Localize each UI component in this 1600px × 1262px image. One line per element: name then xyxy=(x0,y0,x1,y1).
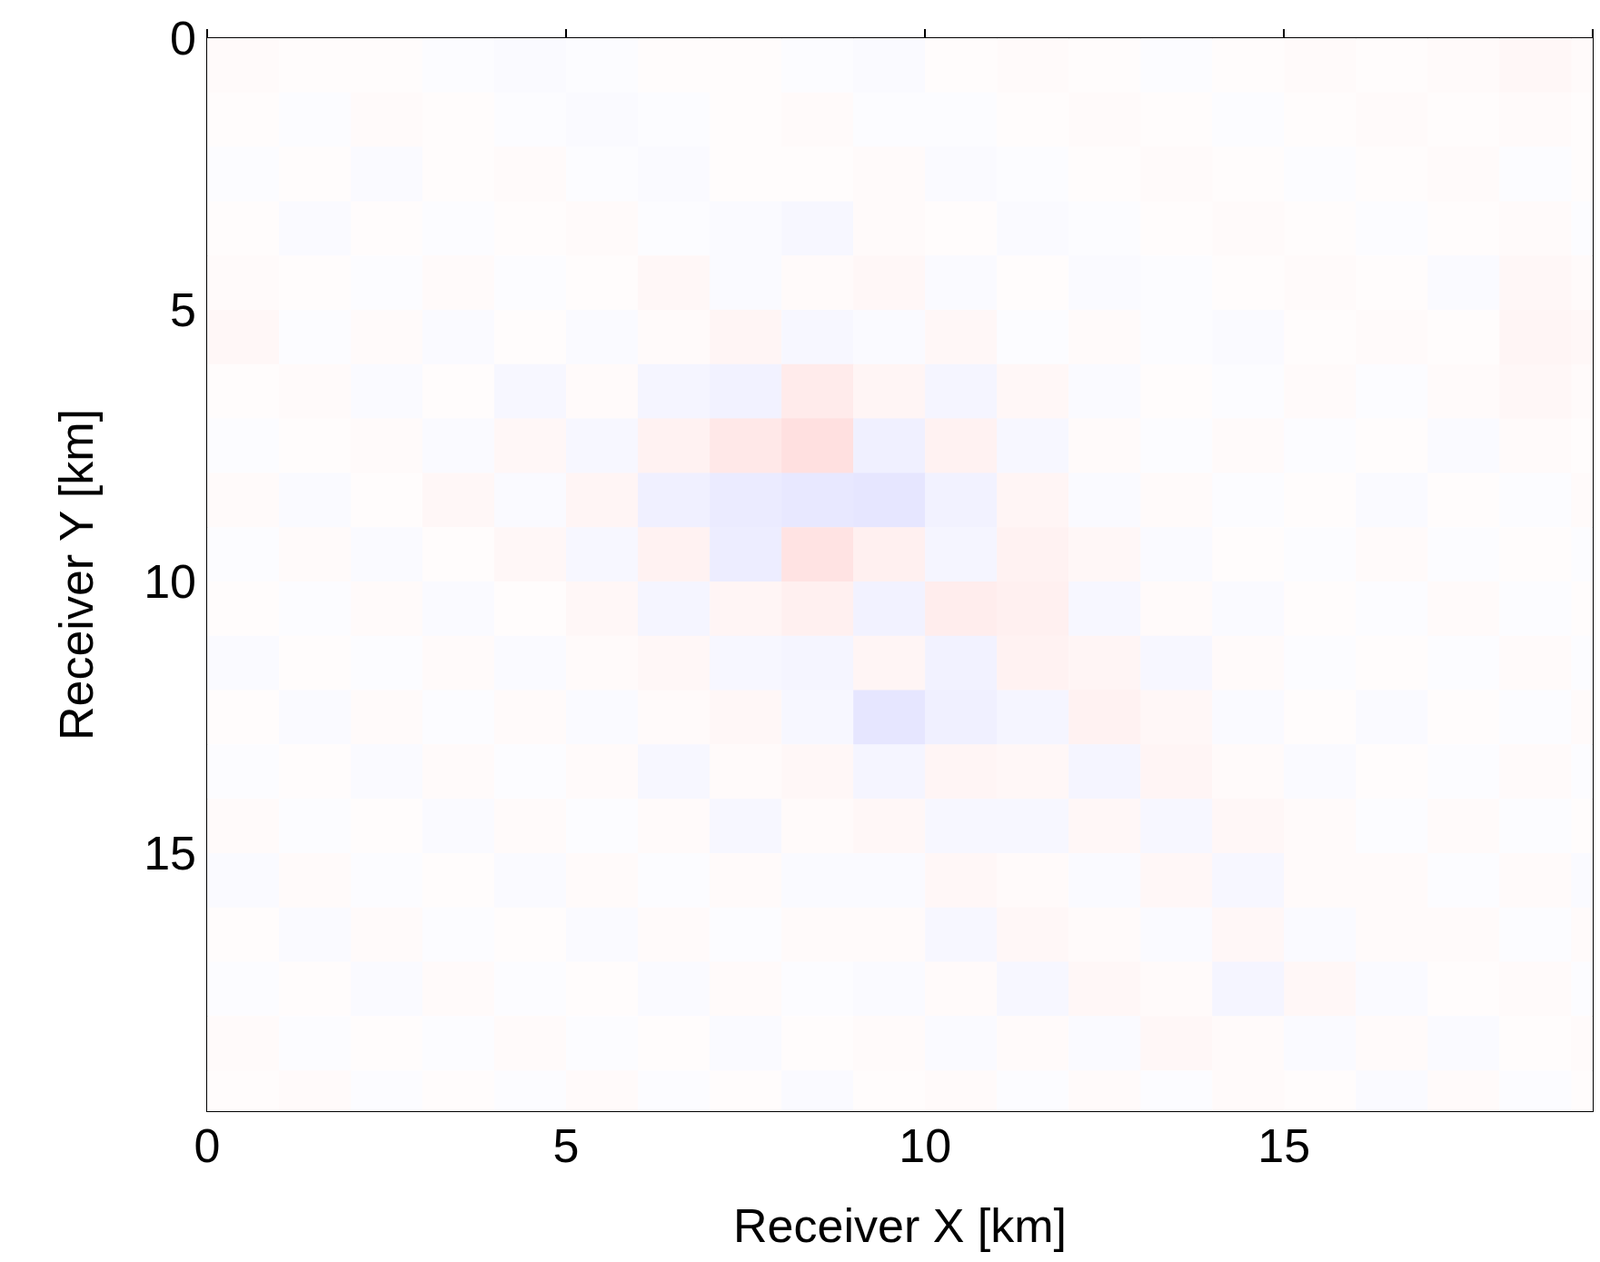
svg-text:10: 10 xyxy=(143,555,197,608)
svg-text:10: 10 xyxy=(898,1119,952,1173)
svg-text:0: 0 xyxy=(194,1119,221,1173)
svg-text:15: 15 xyxy=(1257,1119,1311,1173)
svg-text:Receiver X [km]: Receiver X [km] xyxy=(733,1199,1067,1253)
svg-text:0: 0 xyxy=(169,11,197,65)
svg-text:5: 5 xyxy=(169,283,197,337)
svg-text:Receiver Y [km]: Receiver Y [km] xyxy=(49,408,103,741)
svg-text:5: 5 xyxy=(553,1119,580,1173)
svg-text:15: 15 xyxy=(143,826,197,880)
